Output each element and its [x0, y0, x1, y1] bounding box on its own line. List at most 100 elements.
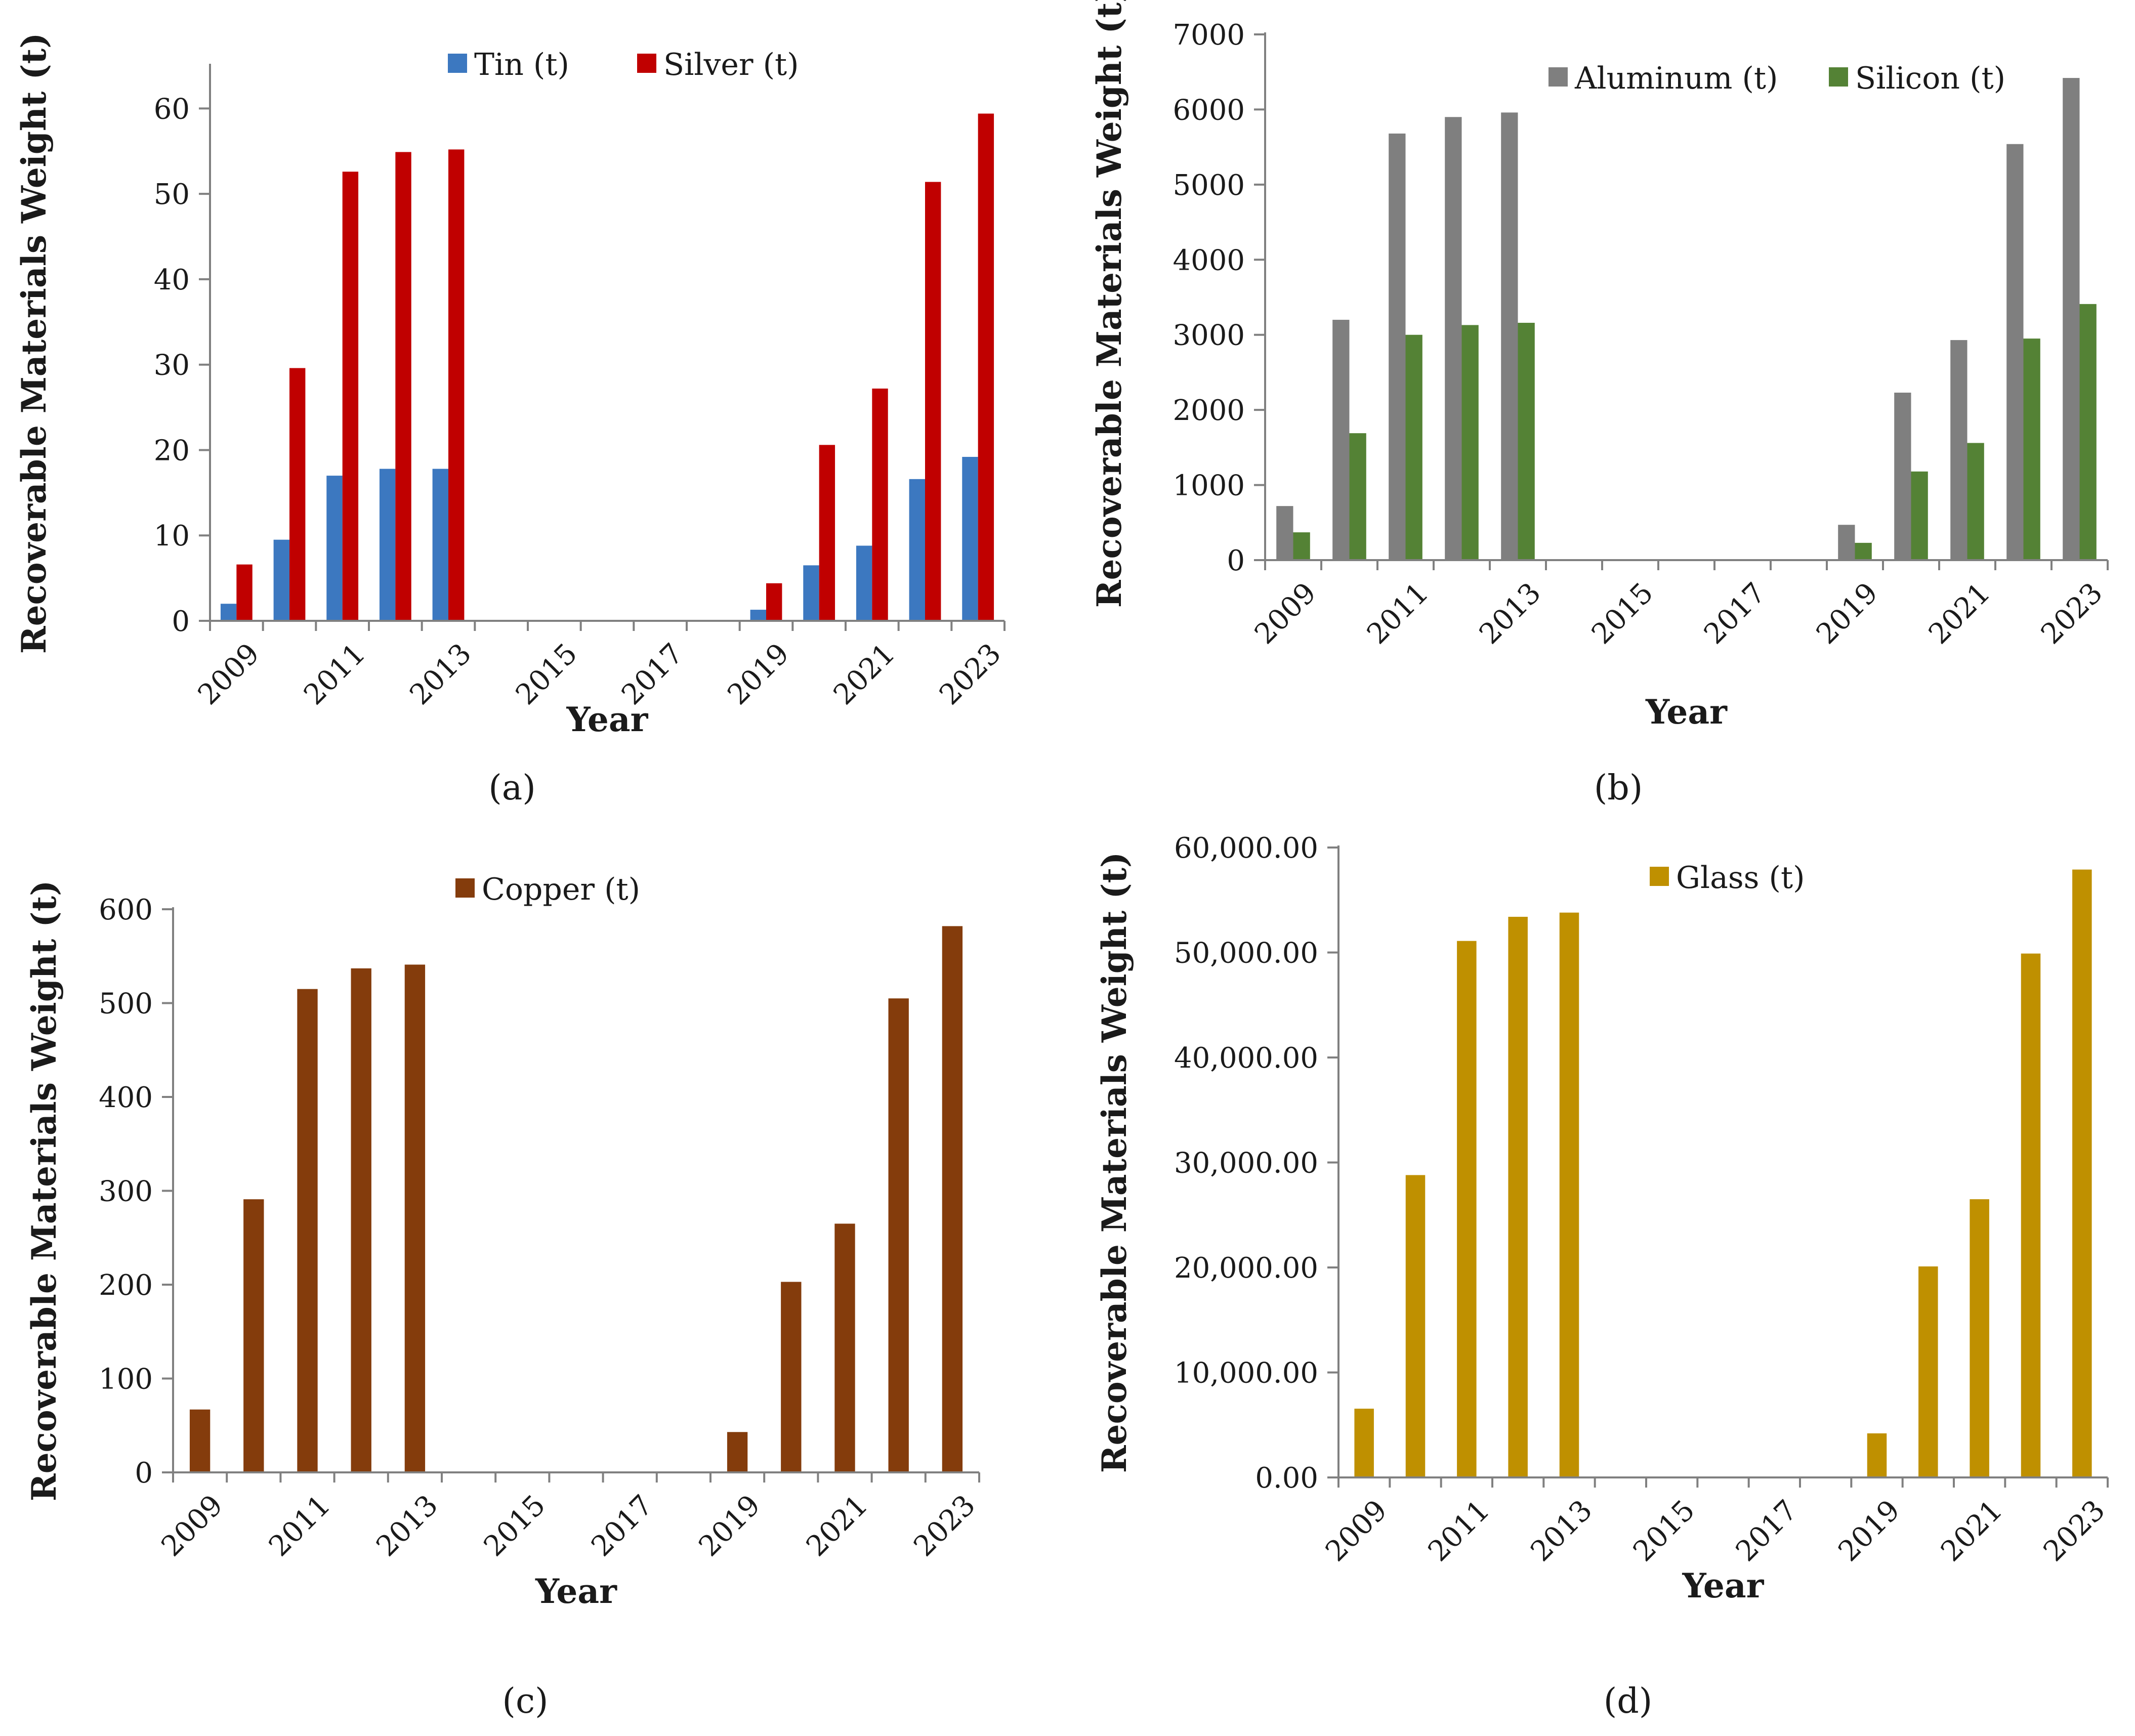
bar-glass-2022	[2021, 953, 2041, 1477]
bar-silicon-2020	[1911, 471, 1928, 560]
bar-aluminum-2011	[1389, 133, 1406, 560]
y-tick-label: 200	[99, 1269, 153, 1302]
x-tick-label: 2017	[1730, 1494, 1804, 1568]
x-tick-label: 2011	[1422, 1494, 1496, 1568]
legend-label: Tin (t)	[474, 47, 569, 82]
x-tick-label: 2011	[263, 1489, 337, 1563]
bar-tin-2010	[273, 539, 289, 621]
bar-glass-2019	[1867, 1433, 1887, 1477]
x-tick-label: 2009	[1248, 576, 1323, 651]
bar-glass-2021	[1970, 1199, 1989, 1477]
y-tick-label: 60	[154, 93, 190, 125]
bar-silver-2013	[448, 149, 465, 621]
legend-label: Silver (t)	[663, 47, 799, 82]
x-tick-label: 2017	[585, 1489, 659, 1563]
x-tick-label: 2009	[1319, 1494, 1394, 1568]
x-tick-label: 2013	[1524, 1494, 1599, 1568]
bar-silver-2020	[819, 445, 835, 621]
x-tick-label: 2023	[2035, 576, 2109, 651]
x-tick-label: 2015	[1585, 576, 1660, 651]
x-tick-label: 2019	[721, 637, 796, 711]
y-tick-label: 40,000.00	[1174, 1042, 1318, 1075]
bar-copper-2019	[727, 1432, 748, 1472]
bar-tin-2013	[432, 469, 448, 621]
x-axis-title: Year	[566, 700, 649, 739]
legend-swatch-copper	[455, 878, 475, 898]
bar-tin-2020	[803, 565, 819, 621]
y-tick-label: 100	[99, 1363, 153, 1396]
x-tick-label: 2021	[1922, 576, 1997, 651]
y-tick-label: 400	[99, 1081, 153, 1114]
y-tick-label: 3000	[1173, 319, 1245, 352]
bar-copper-2023	[942, 926, 963, 1472]
y-tick-label: 10,000.00	[1174, 1357, 1318, 1390]
bar-aluminum-2013	[1501, 112, 1518, 560]
bar-glass-2011	[1457, 941, 1477, 1477]
legend-label: Silicon (t)	[1855, 61, 2005, 96]
bar-silver-2009	[236, 564, 253, 621]
y-tick-label: 0	[135, 1457, 153, 1490]
x-axis-title: Year	[1682, 1566, 1765, 1605]
bar-silver-2023	[978, 113, 994, 621]
legend-swatch-glass	[1650, 867, 1669, 886]
bar-silicon-2009	[1293, 532, 1310, 560]
bar-silicon-2023	[2079, 304, 2097, 560]
x-tick-label: 2009	[192, 637, 266, 711]
bar-aluminum-2023	[2063, 78, 2080, 561]
x-tick-label: 2023	[2037, 1494, 2112, 1568]
chart-panel-d: 0.00 10,000.00 20,000.00 30,000.00 40,000.00…	[1095, 832, 2112, 1721]
bar-silver-2010	[289, 368, 306, 621]
y-axis-title: Recoverable Materials Weight (t)	[24, 880, 64, 1502]
legend-swatch-aluminum	[1548, 67, 1568, 87]
bar-silicon-2022	[2023, 338, 2040, 560]
y-axis-title: Recoverable Materials Weight (t)	[1090, 0, 1129, 608]
bar-silver-2019	[766, 583, 782, 621]
x-axis-title: Year	[535, 1572, 617, 1611]
y-tick-label: 5000	[1173, 169, 1245, 202]
x-tick-label: 2015	[478, 1489, 552, 1563]
x-tick-label: 2019	[1832, 1494, 1906, 1568]
bar-copper-2012	[351, 968, 371, 1472]
panel-label: (b)	[1594, 768, 1643, 808]
y-tick-label: 2000	[1173, 394, 1245, 427]
bar-silicon-2013	[1518, 322, 1535, 560]
y-tick-label: 20	[154, 434, 190, 467]
bar-copper-2022	[888, 998, 909, 1472]
legend-swatch-silver	[637, 54, 656, 73]
legend-swatch-tin	[448, 54, 467, 73]
bar-glass-2020	[1918, 1266, 1938, 1477]
bar-copper-2020	[781, 1282, 802, 1472]
x-tick-label: 2017	[1698, 576, 1772, 651]
bar-tin-2022	[909, 479, 925, 621]
y-tick-label: 7000	[1173, 19, 1245, 52]
x-tick-label: 2021	[827, 637, 902, 711]
y-tick-label: 50	[154, 178, 190, 211]
bar-glass-2009	[1354, 1409, 1374, 1477]
legend-label: Aluminum (t)	[1574, 61, 1778, 96]
x-tick-label: 2019	[693, 1489, 767, 1563]
bar-aluminum-2010	[1332, 320, 1350, 560]
bar-silicon-2010	[1349, 433, 1366, 560]
bar-silver-2022	[925, 182, 941, 621]
y-tick-label: 40	[154, 264, 190, 297]
bar-tin-2023	[962, 456, 978, 621]
bar-copper-2009	[189, 1409, 211, 1472]
bar-silver-2021	[872, 388, 888, 621]
y-tick-label: 30,000.00	[1174, 1147, 1318, 1180]
y-tick-label: 4000	[1173, 244, 1245, 277]
legend-label: Glass (t)	[1676, 860, 1805, 896]
bar-aluminum-2021	[1950, 340, 1967, 560]
x-tick-label: 2021	[1935, 1494, 2009, 1568]
x-tick-label: 2013	[1473, 576, 1547, 651]
y-tick-label: 6000	[1173, 94, 1245, 126]
y-tick-label: 0.00	[1255, 1462, 1318, 1495]
chart-panel-c: 0 100 200 300 400 500 600 2009 2011 2013 2015 2017 2…	[24, 872, 982, 1721]
y-axis-title: Recoverable Materials Weight (t)	[1095, 852, 1134, 1473]
x-tick-label: 2021	[800, 1489, 874, 1563]
y-tick-label: 30	[154, 349, 190, 382]
y-tick-label: 0	[172, 605, 190, 638]
bar-aluminum-2012	[1445, 117, 1462, 560]
panel-label: (d)	[1604, 1681, 1653, 1721]
